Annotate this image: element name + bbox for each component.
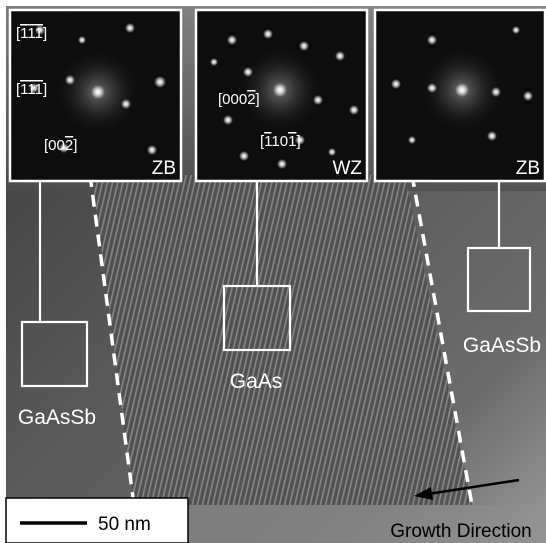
fft-spot: [328, 148, 336, 156]
fft-index-label: [0002]: [218, 91, 260, 108]
right-interface-line: [410, 174, 474, 506]
region-box-right: [466, 246, 532, 313]
fft-spot: [210, 58, 218, 66]
fft-spot: [335, 51, 345, 61]
fft-inset-1: [111] [111] [002] ZB: [8, 8, 183, 183]
scale-bar-box: [5, 497, 189, 543]
fft-spot: [147, 145, 157, 155]
growth-direction-arrowhead: [414, 487, 433, 500]
region-box-middle: [222, 284, 292, 352]
region-label-middle: GaAs: [230, 370, 283, 393]
fft-spot: [35, 25, 45, 35]
fft-spot: [125, 23, 135, 33]
fft-spot: [65, 75, 75, 85]
fft-spot: [239, 151, 249, 161]
fft-spot: [523, 91, 533, 101]
region-box-left: [20, 320, 89, 388]
scale-bar-label: 50 nm: [98, 514, 151, 535]
fft-spot: [512, 26, 520, 34]
fft-index-label: [111]: [16, 25, 47, 42]
fft-spot: [427, 83, 437, 93]
fft-spot: [295, 135, 305, 145]
region-label-left: GaAsSb: [18, 406, 96, 429]
region-label-right: GaAsSb: [463, 334, 541, 357]
fft-spot: [313, 95, 323, 105]
fft-spot: [223, 115, 233, 125]
fft-spot: [455, 83, 469, 97]
fft-spot: [349, 105, 359, 115]
fft-spot: [391, 79, 401, 89]
fft-spot: [78, 36, 86, 44]
fft-inset-2: [0002] [1101] WZ: [194, 8, 369, 183]
fft-phase-label: WZ: [332, 158, 362, 179]
fft-spot: [243, 67, 253, 77]
fft-spot: [263, 29, 273, 39]
fft-index-label: [1101]: [260, 133, 301, 150]
fft-spot: [487, 131, 497, 141]
fft-spot: [91, 85, 105, 99]
fft-index-label: [002]: [44, 137, 77, 154]
growth-direction-arrow-line: [427, 478, 520, 496]
fft-spot: [59, 143, 69, 153]
fft-spot: [29, 83, 39, 93]
left-interface-line: [88, 174, 136, 506]
fft-spot: [227, 35, 237, 45]
fft-spot: [121, 99, 131, 109]
gaas-lattice-fringes: [92, 175, 472, 505]
fft-index-label: [111]: [16, 81, 47, 98]
fft-spot: [408, 136, 416, 144]
fft-phase-label: ZB: [516, 158, 540, 179]
fft-phase-label: ZB: [152, 158, 176, 179]
fft-spot: [299, 41, 309, 51]
growth-direction-label: Growth Direction: [390, 521, 532, 542]
fft-spot: [154, 76, 166, 88]
fft-spot: [491, 87, 501, 97]
fft-spot: [277, 159, 287, 169]
fft-inset-3: ZB: [373, 8, 546, 183]
fft-spot: [273, 83, 287, 97]
fft-spot: [427, 35, 437, 45]
fft-inset-2-frame: [194, 8, 369, 183]
